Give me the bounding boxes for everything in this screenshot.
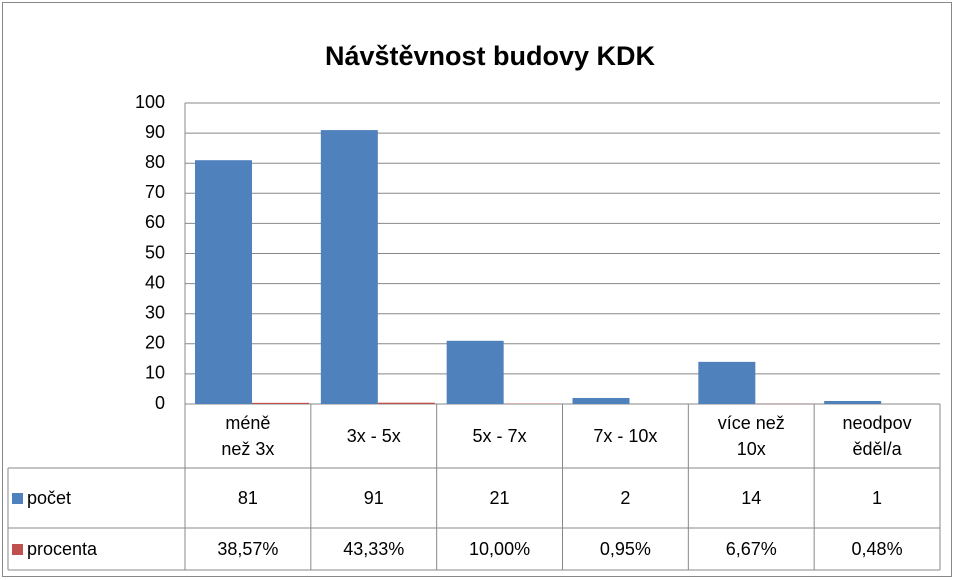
y-tick-label: 90 xyxy=(145,122,165,142)
y-tick-label: 70 xyxy=(145,182,165,202)
data-table-cell: 10,00% xyxy=(437,528,563,570)
x-tick-label: 3x - 5x xyxy=(311,404,437,468)
cell-text: 5x - 7x xyxy=(472,426,527,446)
x-tick-label: neodpověděl/a xyxy=(814,404,940,468)
cell-text: 43,33% xyxy=(343,539,405,559)
x-tick-label: 7x - 10x xyxy=(563,404,689,468)
y-tick-label: 10 xyxy=(145,363,165,383)
cell-text: 7x - 10x xyxy=(593,426,658,446)
bar xyxy=(195,160,252,404)
data-table-cell: 1 xyxy=(814,468,940,528)
data-table-cell: 43,33% xyxy=(311,528,437,570)
legend-entry: počet xyxy=(12,468,185,528)
y-tick-label: 20 xyxy=(145,333,165,353)
cell-text: neodpověděl/a xyxy=(842,413,912,459)
cell-text: 91 xyxy=(363,488,384,508)
cell-text: 14 xyxy=(741,488,762,508)
cell-text: 21 xyxy=(489,488,510,508)
cell-text: procenta xyxy=(27,538,98,559)
cell-text: 1 xyxy=(872,488,883,508)
bar xyxy=(446,340,504,404)
x-tick-label: více než 10x xyxy=(688,404,814,468)
y-tick-label: 100 xyxy=(135,92,165,112)
data-table-cell: 91 xyxy=(311,468,437,528)
cell-text: 38,57% xyxy=(217,539,279,559)
cell-text: méně než 3x xyxy=(221,413,275,459)
bar xyxy=(377,402,435,404)
data-table-cell: 6,67% xyxy=(688,528,814,570)
x-tick-label: méně než 3x xyxy=(185,404,311,468)
cell-text: 81 xyxy=(237,488,258,508)
cell-text: 3x - 5x xyxy=(346,426,401,446)
bar xyxy=(320,130,378,404)
bar xyxy=(698,361,756,404)
y-tick-label: 50 xyxy=(145,242,165,262)
y-tick-label: 40 xyxy=(145,272,165,292)
y-tick-label: 0 xyxy=(155,393,165,413)
y-tick-label: 60 xyxy=(145,212,165,232)
cell-text: 6,67% xyxy=(725,539,777,559)
data-table-cell: 0,48% xyxy=(814,528,940,570)
legend-swatch xyxy=(12,492,23,504)
data-table-cell: 38,57% xyxy=(185,528,311,570)
data-table-cell: 14 xyxy=(688,468,814,528)
y-tick-label: 30 xyxy=(145,302,165,322)
legend-entry: procenta xyxy=(12,528,185,570)
bar xyxy=(572,397,630,404)
data-table-cell: 21 xyxy=(437,468,563,528)
data-table-cell: 81 xyxy=(185,468,311,528)
cell-text: 2 xyxy=(620,488,631,508)
data-table-cell: 0,95% xyxy=(563,528,689,570)
cell-text: více než 10x xyxy=(717,413,785,459)
x-tick-label: 5x - 7x xyxy=(437,404,563,468)
bar xyxy=(824,400,882,404)
cell-text: 10,00% xyxy=(469,539,531,559)
cell-text: 0,48% xyxy=(851,539,903,559)
y-tick-label: 80 xyxy=(145,152,165,172)
legend-swatch xyxy=(12,543,23,555)
cell-text: 0,95% xyxy=(599,539,651,559)
bar xyxy=(252,402,309,404)
chart-title: Návštěvnost budovy KDK xyxy=(325,41,656,71)
cell-text: počet xyxy=(27,487,72,508)
data-table-cell: 2 xyxy=(563,468,689,528)
